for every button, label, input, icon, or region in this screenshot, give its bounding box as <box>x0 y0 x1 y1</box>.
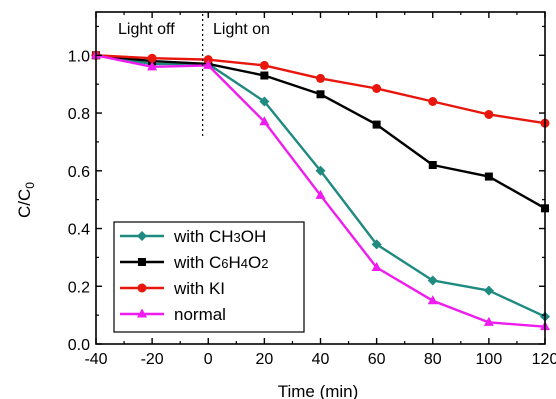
data-point <box>147 53 157 63</box>
y-tick-label: 1.0 <box>68 48 90 65</box>
data-point <box>259 96 270 107</box>
data-point <box>315 165 326 176</box>
legend-label: normal <box>174 305 226 324</box>
legend-swatch-marker <box>137 231 147 241</box>
legend-entry-2: with KI <box>120 279 225 298</box>
x-tick-label: 20 <box>255 351 273 368</box>
series-2 <box>91 50 550 128</box>
legend-entry-1: with C6H4O2 <box>120 253 268 272</box>
y-axis-title-subscript: 0 <box>23 182 37 189</box>
series-layer <box>91 49 550 331</box>
legend-label-part: 4 <box>241 256 248 271</box>
series-3 <box>91 49 550 331</box>
data-point <box>147 61 158 71</box>
legend-label-part: H <box>228 253 240 272</box>
data-point <box>203 55 213 65</box>
y-tick-label: 0.2 <box>68 279 90 296</box>
data-point <box>203 59 214 69</box>
legend-entry-3: normal <box>120 305 226 324</box>
data-point <box>484 109 494 119</box>
legend-label: with KI <box>173 279 225 298</box>
data-point <box>371 239 382 250</box>
y-tick-label: 0.8 <box>68 106 90 123</box>
legend-label: with CH3OH <box>173 227 266 246</box>
data-point <box>428 96 438 106</box>
legend-label: with C6H4O2 <box>173 253 268 272</box>
legend-label-part: with KI <box>173 279 225 298</box>
legend-entry-0: with CH3OH <box>120 227 266 246</box>
data-point <box>427 275 438 286</box>
data-point <box>428 161 437 170</box>
legend-label-part: O <box>248 253 261 272</box>
x-tick-label: 40 <box>312 351 330 368</box>
y-axis-title: C/C0 <box>15 182 37 218</box>
data-point <box>484 172 493 181</box>
legend-label-part: with CH <box>173 227 234 246</box>
light-off-annotation: Light off <box>118 21 175 38</box>
legend-label-part: 3 <box>234 230 241 245</box>
x-tick-label: -20 <box>141 351 164 368</box>
x-tick-label: 0 <box>204 351 213 368</box>
legend-swatch-marker <box>137 308 147 318</box>
legend-swatch-marker <box>137 283 147 293</box>
data-point <box>315 189 326 199</box>
data-point <box>260 71 269 80</box>
y-tick-label: 0.0 <box>68 337 90 354</box>
legend-label-part: 6 <box>221 256 228 271</box>
ticks-layer: -40 -20 0 20 40 60 80 100 120 0.0 0.2 0.4 0.6 0.8 1.0 <box>68 12 556 368</box>
light-on-annotation: Light on <box>213 21 270 38</box>
x-tick-label: 60 <box>368 351 386 368</box>
data-point <box>316 73 325 83</box>
data-point <box>372 120 381 129</box>
data-point <box>427 295 438 305</box>
legend-label-part: normal <box>174 305 226 324</box>
legend-swatch-marker <box>138 258 146 266</box>
data-point <box>483 316 494 326</box>
x-tick-label: 120 <box>532 351 556 368</box>
x-tick-label: 80 <box>424 351 442 368</box>
data-point <box>371 261 382 271</box>
x-tick-label: -40 <box>84 351 107 368</box>
x-axis-title: Time (min) <box>278 382 359 399</box>
y-tick-label: 0.4 <box>68 222 90 239</box>
data-point <box>259 60 269 70</box>
legend-label-part: OH <box>241 227 267 246</box>
legend-label-part: with C <box>173 253 221 272</box>
data-point <box>259 116 270 126</box>
y-axis-title-main: C/C <box>15 189 34 218</box>
legend-label-part: 2 <box>261 256 268 271</box>
data-point <box>483 285 494 296</box>
x-tick-label: 100 <box>476 351 503 368</box>
data-point <box>316 90 325 99</box>
y-tick-label: 0.6 <box>68 164 90 181</box>
data-point <box>372 84 382 94</box>
